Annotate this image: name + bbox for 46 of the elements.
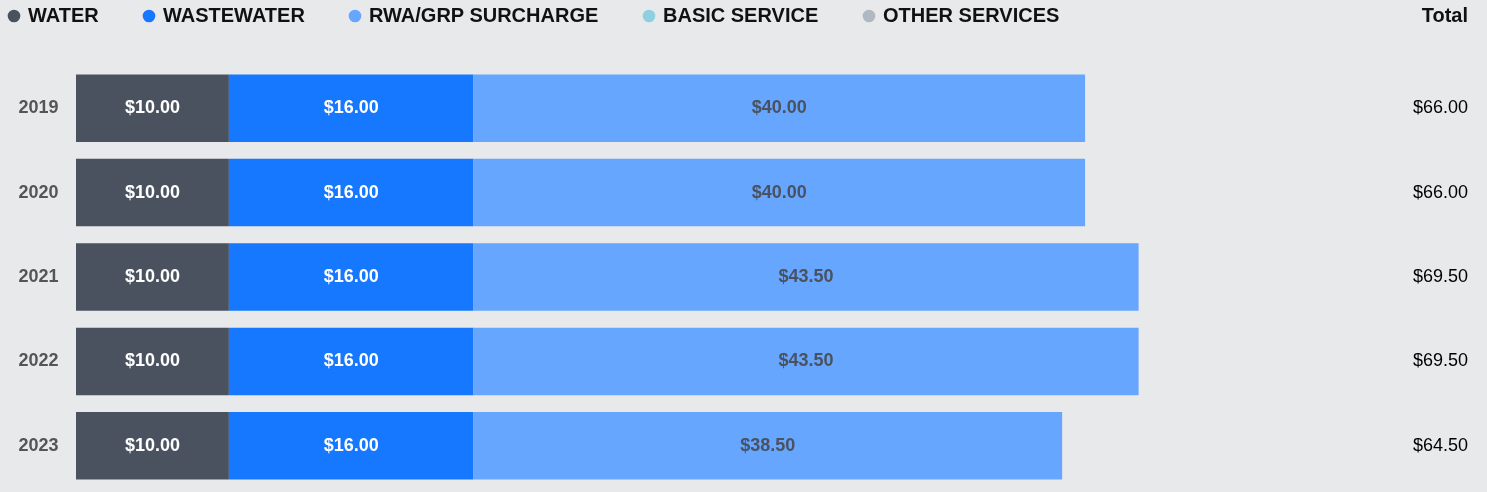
text: $66.00 xyxy=(1412,97,1468,118)
data-label: $10.00 xyxy=(124,266,180,286)
text: $64.50 xyxy=(1412,434,1468,455)
bar xyxy=(473,327,1139,396)
text: $69.50 xyxy=(1412,350,1468,371)
data-label: $10.00 xyxy=(124,181,180,202)
bar xyxy=(228,327,474,396)
y-tick-label: 2020 xyxy=(18,181,59,202)
data-label: $10.00 xyxy=(124,350,180,371)
y-tick-label: 2019 xyxy=(18,97,59,118)
data-label: $43.50 xyxy=(778,266,834,286)
bar xyxy=(228,158,474,227)
bar xyxy=(473,158,1086,227)
legend-label: OTHER SERVICES xyxy=(883,4,1060,26)
legend-label: WATER xyxy=(28,4,100,26)
data-label: $10.00 xyxy=(124,97,180,118)
data-label: $43.50 xyxy=(778,350,834,371)
data-label: $38.50 xyxy=(740,434,796,455)
bar xyxy=(473,74,1086,142)
text: $66.00 xyxy=(1412,181,1468,202)
data-label: $16.00 xyxy=(323,266,379,286)
bar xyxy=(76,74,229,142)
data-label: $10.00 xyxy=(124,434,180,455)
data-label: $16.00 xyxy=(323,434,379,455)
legend-label: WASTEWATER xyxy=(163,4,306,26)
data-label: $16.00 xyxy=(323,350,379,371)
y-tick-label: 2023 xyxy=(18,434,59,455)
bar xyxy=(76,158,229,227)
data-label: $16.00 xyxy=(323,97,379,118)
bar xyxy=(228,243,474,311)
legend-label: BASIC SERVICE xyxy=(663,4,819,26)
bar xyxy=(473,243,1139,311)
bar xyxy=(473,412,1063,480)
data-label: $16.00 xyxy=(323,181,379,202)
data-label: $40.00 xyxy=(751,97,807,118)
bar xyxy=(228,412,474,480)
bar xyxy=(76,243,229,311)
data-label: $40.00 xyxy=(751,181,807,202)
bar xyxy=(76,327,229,396)
legend-label: RWA/GRP SURCHARGE xyxy=(369,4,599,26)
bar xyxy=(228,74,474,142)
text: Total xyxy=(1421,4,1468,26)
y-tick-label: 2022 xyxy=(18,350,59,371)
y-tick-label: 2021 xyxy=(18,266,59,286)
text: $69.50 xyxy=(1412,266,1468,286)
bar xyxy=(76,412,229,480)
